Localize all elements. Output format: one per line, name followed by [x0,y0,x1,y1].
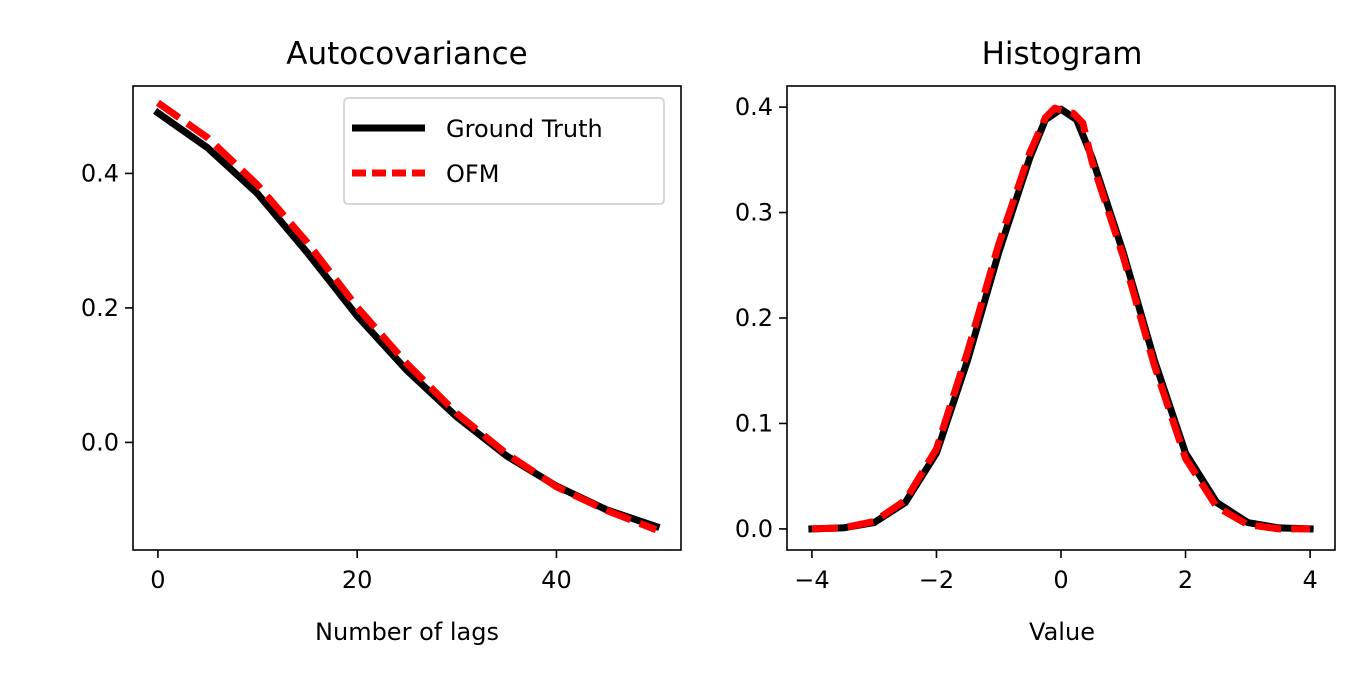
histogram-x-ticks: −4 −2 0 2 4 [794,550,1318,594]
autocovariance-x-tick-label: 0 [150,566,165,594]
autocovariance-panel: Autocovariance 0 20 40 0.0 0.2 0.4 Number of… [81,36,682,646]
legend-ofm-label: OFM [446,160,499,188]
histogram-title: Histogram [982,36,1143,72]
histogram-plot-area [808,104,1314,533]
histogram-x-label: Value [1029,618,1095,646]
autocovariance-y-ticks: 0.0 0.2 0.4 [81,159,133,456]
histogram-x-tick-label: 4 [1302,566,1317,594]
histogram-y-tick-label: 0.3 [735,199,773,227]
histogram-y-tick-label: 0.4 [735,93,773,121]
histogram-x-tick-label: 0 [1053,566,1068,594]
legend: Ground Truth OFM [343,97,665,205]
legend-ground-truth-label: Ground Truth [446,115,603,143]
histogram-series-ground-truth [808,105,1314,533]
histogram-y-tick-label: 0.2 [735,304,773,332]
autocovariance-frame [132,85,682,551]
autocovariance-series-ground-truth [153,108,661,531]
autocovariance-y-tick-label: 0.2 [81,294,119,322]
histogram-y-ticks: 0.0 0.1 0.2 0.3 0.4 [735,93,787,543]
autocovariance-x-tick-label: 40 [541,566,572,594]
histogram-frame [786,85,1336,551]
autocovariance-plot-area [153,99,661,534]
legend-box [343,97,665,205]
histogram-y-tick-label: 0.1 [735,409,773,437]
histogram-panel: Histogram −4 −2 0 2 4 0.0 0.1 0.2 0.3 0.4 Value [735,36,1336,646]
histogram-x-tick-label: −2 [919,566,954,594]
autocovariance-series-ofm [155,99,658,534]
histogram-series-ofm [811,104,1311,533]
autocovariance-title: Autocovariance [286,36,527,72]
histogram-x-tick-label: −4 [794,566,829,594]
autocovariance-x-ticks: 0 20 40 [150,550,572,594]
autocovariance-y-tick-label: 0.0 [81,428,119,456]
autocovariance-y-tick-label: 0.4 [81,159,119,187]
autocovariance-x-tick-label: 20 [342,566,373,594]
histogram-y-tick-label: 0.0 [735,515,773,543]
histogram-x-tick-label: 2 [1178,566,1193,594]
autocovariance-x-label: Number of lags [315,618,499,646]
